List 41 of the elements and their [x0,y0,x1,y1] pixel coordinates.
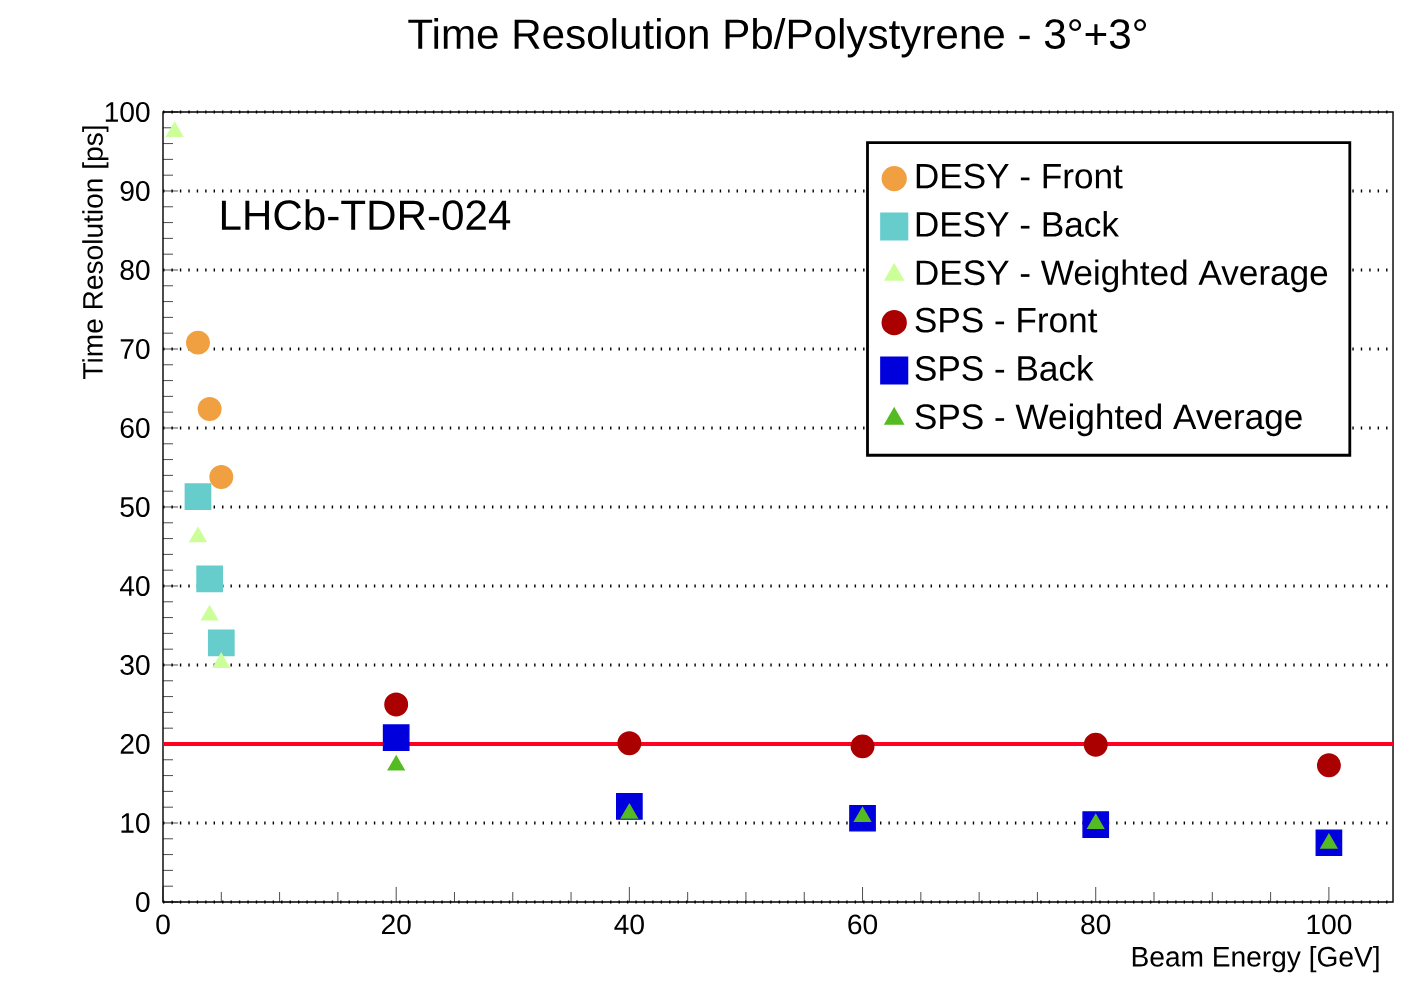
point [197,397,222,421]
point [186,330,210,355]
y-tick-label: 50 [120,497,150,517]
x-tick-label: 0 [156,914,170,935]
point [196,565,223,593]
legend-label: SPS - Front [915,307,1098,333]
legend-label: SPS - Weighted Average [915,403,1302,437]
point [209,465,234,489]
point [207,629,235,657]
point [384,692,409,717]
legend-label: SPS - Back [915,355,1094,381]
y-tick-label: 0 [136,892,150,912]
legend-label: DESY - Back [916,211,1119,237]
point [1316,753,1341,778]
x-tick-label: 40 [614,914,644,935]
x-tick-label: 60 [848,914,878,935]
point [382,724,410,752]
legend-label: DESY - Weighted Average [916,259,1328,293]
point [166,121,184,138]
x-tick-label: 20 [381,914,411,935]
y-tick-label: 90 [120,181,150,201]
legend-label: DESY - Front [916,163,1123,189]
x-tick-label: 80 [1081,914,1111,935]
y-tick-label: 80 [120,260,150,280]
point [184,483,212,511]
x-tick-label: 100 [1307,914,1352,935]
annotation: LHCb-TDR-024 [221,199,511,231]
point [189,527,207,543]
y-tick-label: 100 [105,102,150,122]
point [850,734,875,759]
y-tick-label: 40 [119,576,150,596]
y-tick-label: 30 [120,655,150,675]
y-tick-label: 70 [120,339,150,359]
y-axis-title: Time Resolution [ps] [82,126,109,380]
point [617,731,642,756]
chart-title: Time Resolution Pb/Polystyrene - 3°+3° [408,18,1147,58]
x-axis-title: Beam Energy [GeV] [1132,946,1379,973]
y-tick-label: 60 [120,418,150,438]
point [1083,732,1108,757]
y-tick-label: 10 [121,813,150,833]
y-tick-label: 20 [120,734,150,754]
